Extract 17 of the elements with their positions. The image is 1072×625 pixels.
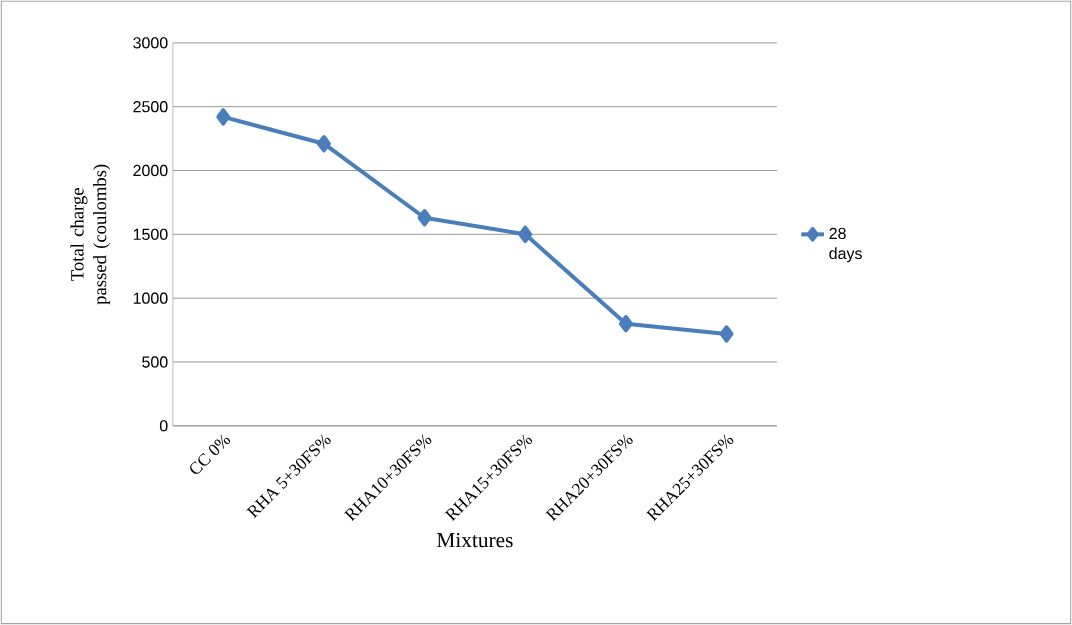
x-axis-title: Mixtures [436, 532, 513, 548]
y-tick-label: 0 [159, 420, 168, 432]
y-tick-label: 3000 [133, 37, 168, 49]
y-tick-label: 1000 [133, 292, 168, 304]
x-tick-label: CC 0% [190, 434, 231, 474]
y-tick-label: 2500 [133, 101, 168, 113]
point [518, 225, 533, 243]
y-tick-label: 500 [142, 356, 168, 368]
point [719, 325, 734, 343]
point [417, 209, 432, 227]
y-tick-label: 2000 [133, 164, 168, 177]
point [316, 135, 331, 153]
legend-label: 28 days [829, 227, 862, 263]
y-axis-title: Total charge passed (coulombs) [70, 164, 111, 305]
point [216, 108, 231, 126]
point [618, 315, 633, 333]
y-tick-label: 1500 [133, 228, 168, 240]
